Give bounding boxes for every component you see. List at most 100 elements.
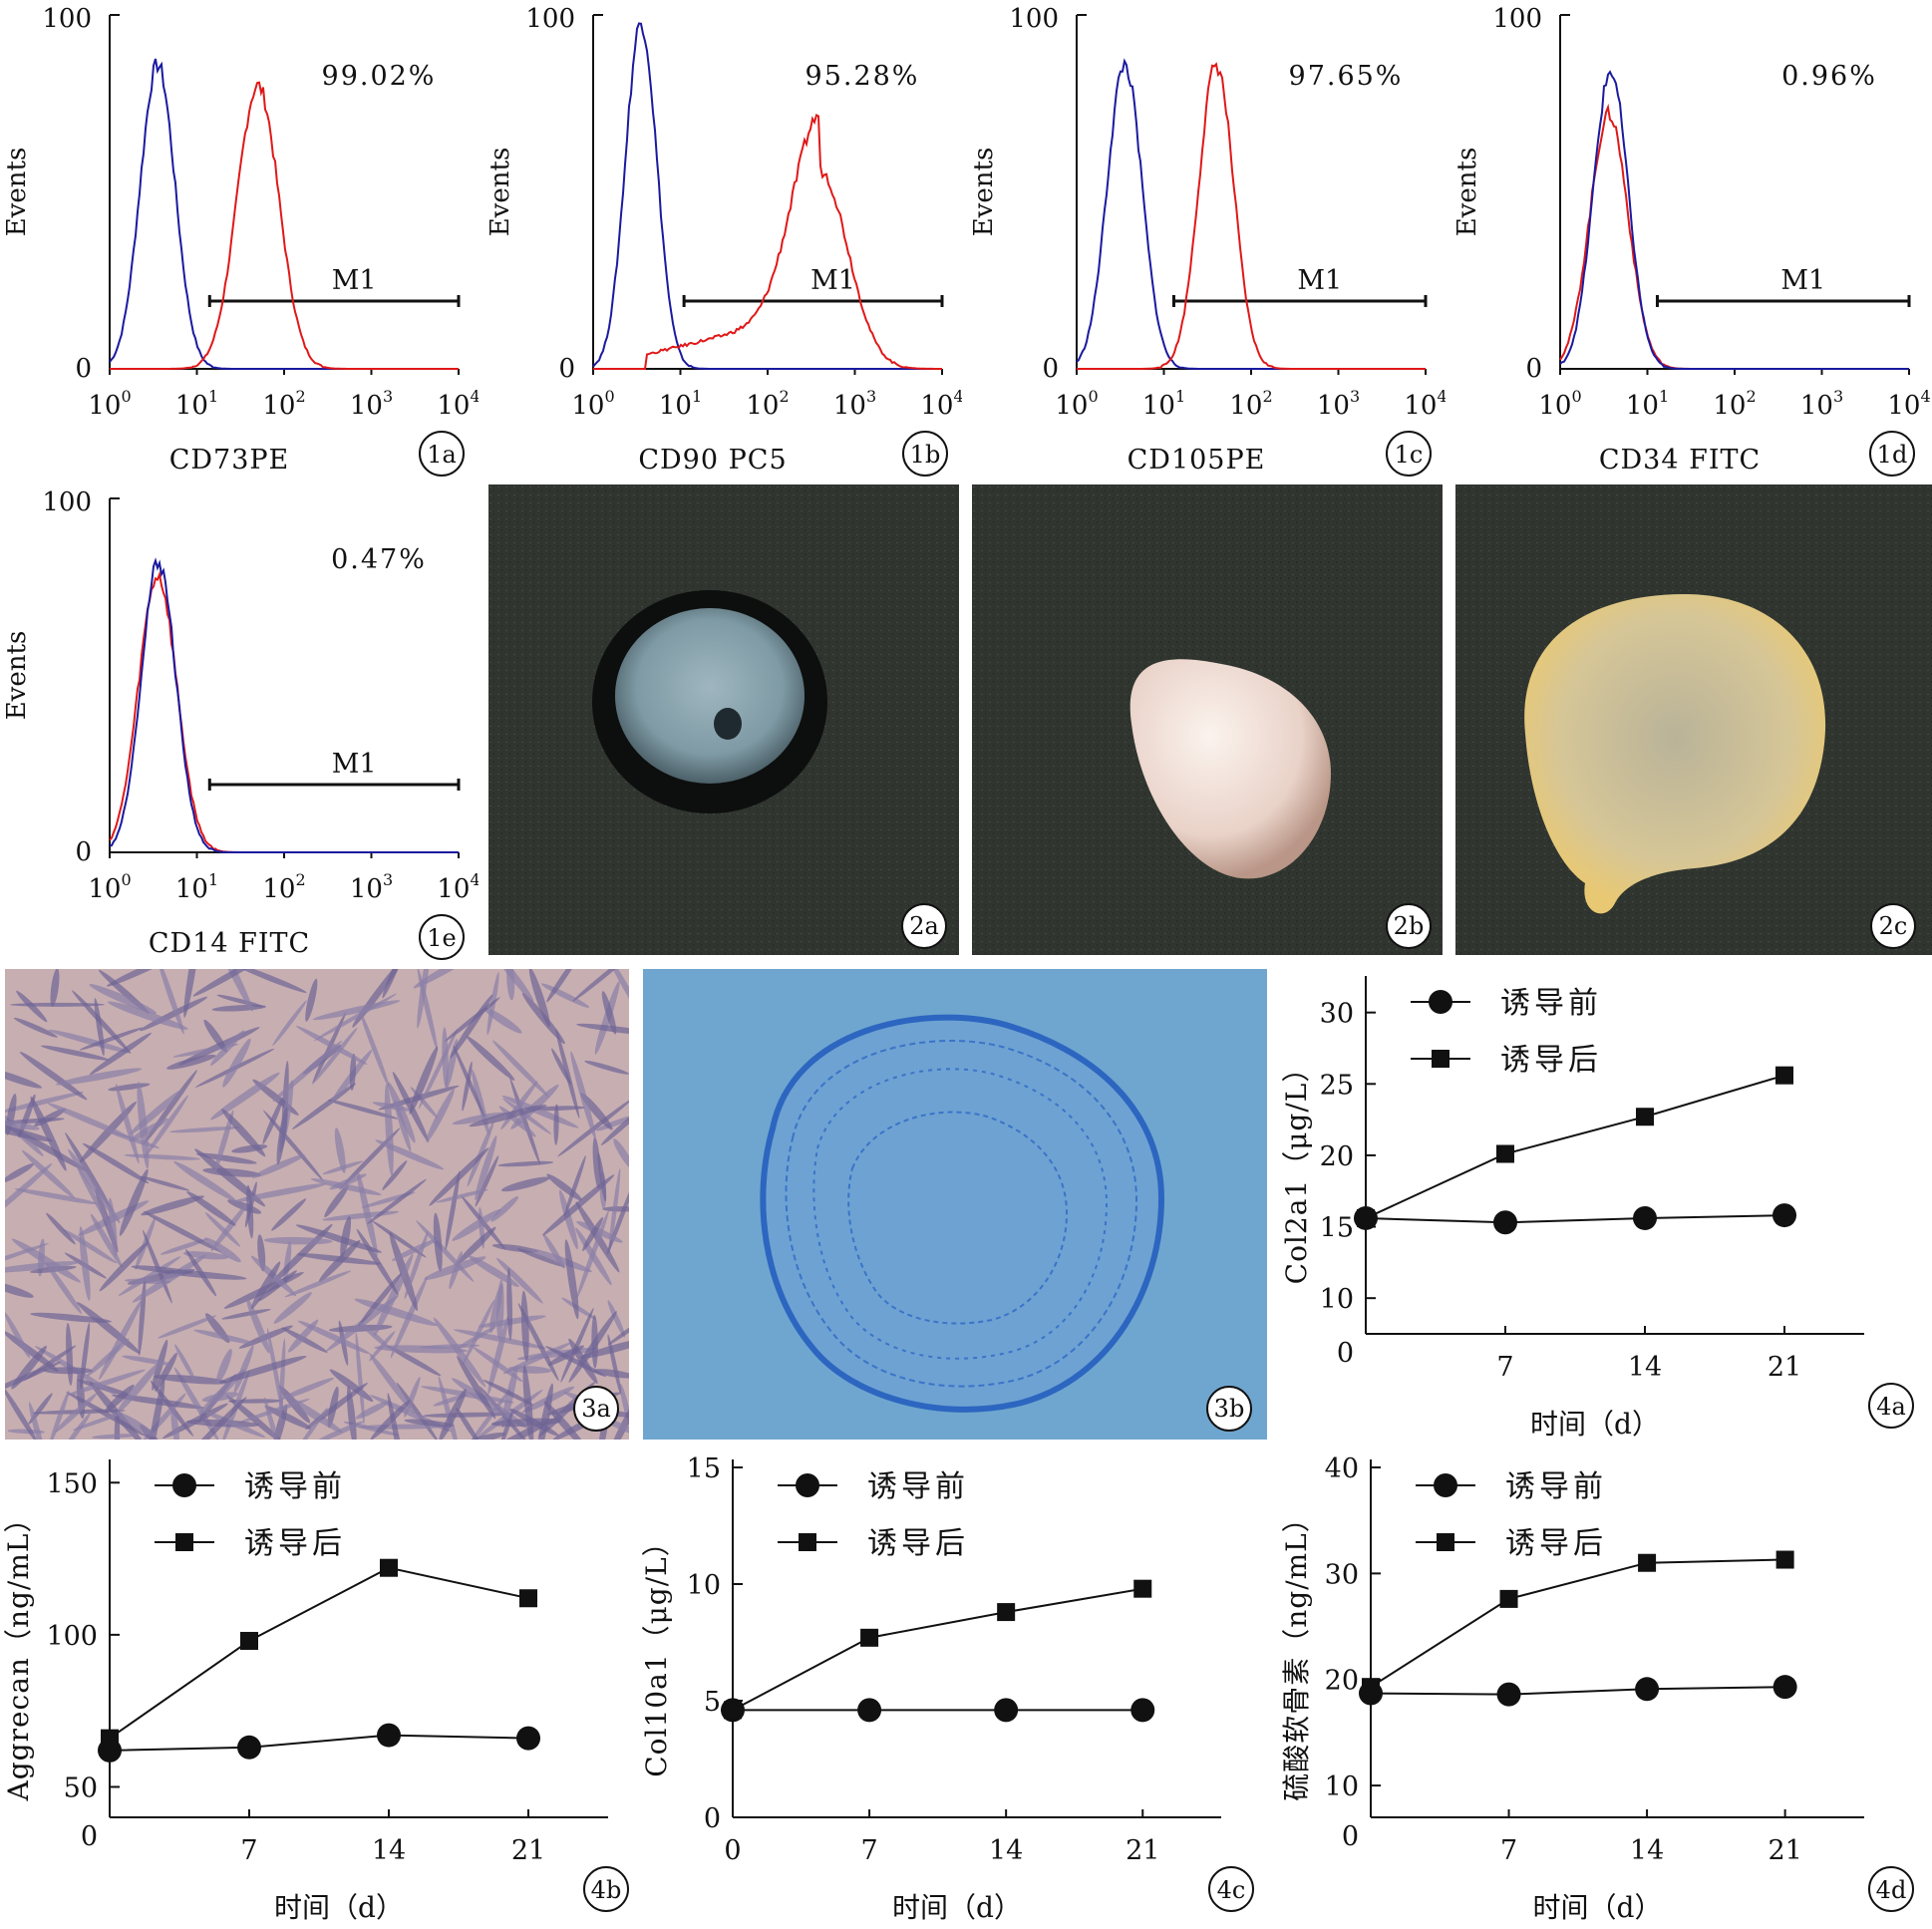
y-tick-label: 15 bbox=[1320, 1213, 1354, 1244]
cell bbox=[584, 1060, 629, 1075]
data-point bbox=[857, 1698, 882, 1723]
cell bbox=[79, 1226, 91, 1301]
cell bbox=[413, 969, 481, 989]
cell bbox=[273, 1292, 312, 1324]
cell bbox=[468, 1255, 519, 1287]
cell bbox=[155, 1352, 177, 1392]
cell bbox=[555, 1028, 580, 1119]
gate-label: M1 bbox=[1780, 265, 1825, 296]
y-tick-label: 100 bbox=[46, 1621, 98, 1652]
cell bbox=[310, 1178, 382, 1195]
panel-label-2a: 2a bbox=[901, 903, 947, 949]
cell bbox=[138, 1278, 147, 1356]
x-tick-label: 102 bbox=[1229, 387, 1272, 421]
legend-label-1: 诱导后 bbox=[1500, 1043, 1602, 1078]
cell bbox=[92, 1434, 138, 1440]
cell bbox=[297, 1320, 370, 1355]
cell bbox=[263, 1110, 324, 1181]
cell bbox=[502, 1098, 551, 1134]
cell bbox=[553, 1104, 559, 1145]
cell bbox=[465, 1388, 511, 1440]
y-tick-label-0: 0 bbox=[1525, 354, 1542, 384]
cell bbox=[117, 1362, 160, 1414]
cell bbox=[5, 1312, 31, 1359]
cell bbox=[131, 1265, 194, 1274]
cell bbox=[592, 1136, 601, 1189]
cell bbox=[382, 969, 407, 999]
x-tick-label: 101 bbox=[175, 870, 218, 904]
cell bbox=[210, 1072, 280, 1121]
data-point bbox=[1636, 1108, 1654, 1126]
cell bbox=[170, 1407, 179, 1440]
panel-label-2c: 2c bbox=[1870, 903, 1916, 949]
cell bbox=[570, 1051, 596, 1140]
legend-marker-1 bbox=[175, 1533, 193, 1551]
cell bbox=[373, 1253, 414, 1337]
y-tick-label: 40 bbox=[1325, 1453, 1359, 1484]
cell bbox=[390, 1275, 428, 1359]
panel-label-circle bbox=[583, 1866, 629, 1912]
cell bbox=[50, 969, 60, 1007]
cell bbox=[487, 1316, 509, 1395]
photo-2c-drawing bbox=[1455, 484, 1932, 955]
data-point bbox=[240, 1631, 258, 1650]
x-axis-label: 时间（d） bbox=[1530, 1408, 1660, 1441]
x-tick-label: 103 bbox=[350, 387, 393, 421]
cell bbox=[174, 1344, 196, 1383]
cell bbox=[30, 1312, 112, 1323]
x-tick-label: 100 bbox=[1538, 387, 1581, 421]
x-tick-label: 103 bbox=[833, 387, 876, 421]
cell bbox=[349, 1053, 357, 1091]
cell bbox=[11, 1345, 47, 1390]
cell bbox=[592, 1369, 629, 1379]
panel-label-circle bbox=[1869, 431, 1915, 477]
y-tick-label: 10 bbox=[1325, 1771, 1359, 1802]
cell bbox=[280, 1378, 334, 1400]
x-axis-label: CD14 FITC bbox=[149, 928, 310, 959]
cell bbox=[483, 1007, 522, 1034]
y-tick-label-0: 0 bbox=[75, 354, 92, 384]
panel-label-circle bbox=[1868, 1866, 1914, 1912]
y-tick-label-100: 100 bbox=[1009, 4, 1059, 34]
photo-3a bbox=[5, 969, 629, 1440]
cell bbox=[418, 1028, 459, 1110]
cell bbox=[453, 1045, 485, 1118]
cell bbox=[14, 1188, 99, 1205]
x-tick-label: 7 bbox=[860, 1835, 877, 1866]
series-line-0 bbox=[1365, 1214, 1785, 1224]
cell bbox=[251, 1154, 305, 1178]
x-tick-label: 102 bbox=[262, 870, 305, 904]
cell bbox=[55, 1068, 143, 1086]
cell bbox=[276, 1107, 288, 1165]
cell bbox=[564, 1155, 586, 1217]
cell bbox=[386, 1345, 442, 1377]
cell bbox=[606, 969, 629, 1025]
legend-marker-0 bbox=[796, 1473, 819, 1497]
cell bbox=[475, 1155, 499, 1207]
x-tick-label: 7 bbox=[240, 1835, 257, 1866]
cell bbox=[445, 1170, 461, 1251]
cell bbox=[296, 1253, 381, 1265]
y-tick-label: 30 bbox=[1320, 999, 1354, 1030]
cell bbox=[169, 1126, 240, 1133]
cell bbox=[41, 1045, 110, 1061]
cell bbox=[313, 1421, 364, 1440]
cell bbox=[43, 1367, 93, 1375]
panel-label: 1d bbox=[1877, 441, 1908, 469]
cell bbox=[456, 1407, 481, 1440]
data-point bbox=[380, 1558, 398, 1577]
cell bbox=[572, 969, 629, 1002]
legend-marker-0 bbox=[1434, 1473, 1457, 1497]
cell bbox=[166, 1054, 216, 1070]
cell bbox=[469, 1105, 547, 1127]
cell bbox=[358, 1272, 403, 1327]
cell bbox=[7, 1429, 46, 1435]
cell bbox=[601, 991, 617, 1035]
data-point bbox=[1362, 1678, 1380, 1697]
panel-label-circle bbox=[419, 431, 465, 477]
data-point bbox=[1496, 1144, 1514, 1163]
data-point bbox=[519, 1589, 537, 1608]
histogram-series-1 bbox=[1077, 62, 1426, 370]
cell bbox=[499, 1411, 513, 1440]
